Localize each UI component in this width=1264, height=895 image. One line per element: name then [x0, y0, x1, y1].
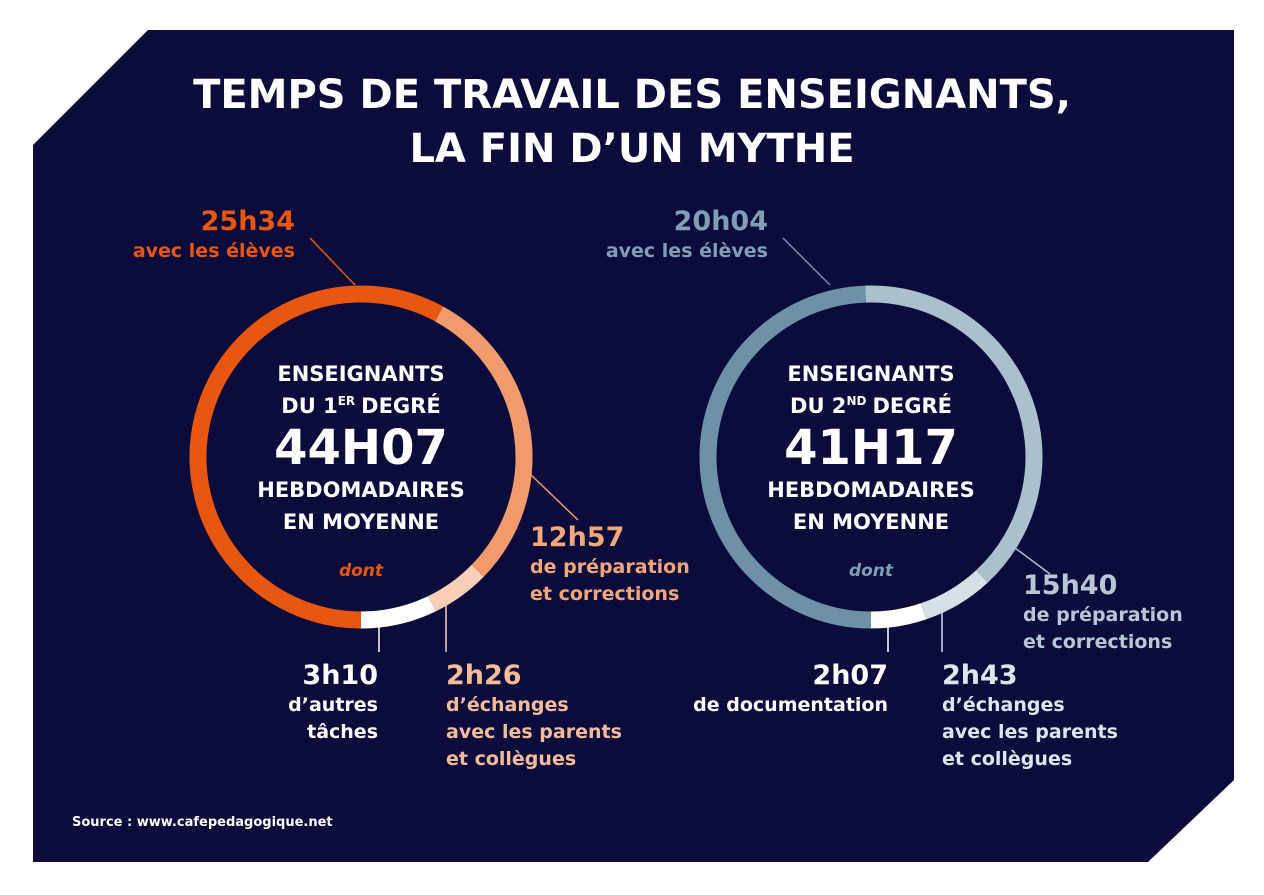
- center-total: 44H07: [274, 420, 448, 476]
- category-label: de documentation: [693, 694, 888, 716]
- category-label: d’échanges avec les parents et collègues: [942, 694, 1118, 770]
- donut-segment: [699, 285, 872, 629]
- level-after: DEGRÉ: [872, 394, 952, 418]
- donut-segment: [428, 564, 484, 612]
- segment-label: 25h34 avec les élèves: [133, 206, 295, 265]
- donut-segment: [189, 285, 444, 629]
- center-caption: EN MOYENNE: [282, 510, 440, 534]
- segment-label: 15h40 de préparation et corrections: [1023, 570, 1183, 656]
- leader-lines: [309, 237, 1051, 652]
- level-text: DU 1: [281, 394, 338, 418]
- category-label: de préparation et corrections: [1023, 604, 1183, 653]
- category-label: avec les élèves: [132, 240, 295, 262]
- segment-label: 20h04 avec les élèves: [606, 206, 768, 265]
- donut-segment: [870, 603, 927, 629]
- leader-line: [782, 237, 831, 286]
- category-label: avec les élèves: [605, 240, 768, 262]
- value-label: 3h10: [302, 660, 378, 691]
- donut-segment: [435, 306, 533, 577]
- center-caption: HEBDOMADAIRES: [257, 478, 465, 502]
- value-label: 15h40: [1023, 570, 1118, 601]
- value-label: 2h26: [446, 660, 522, 691]
- background: [33, 30, 1234, 862]
- category-label: d’autres tâches: [288, 694, 378, 743]
- center-caption: HEBDOMADAIRES: [767, 478, 975, 502]
- segment-label: 2h43 d’échanges avec les parents et collè…: [942, 660, 1118, 773]
- level-sup: ND: [846, 394, 867, 408]
- value-label: 20h04: [673, 206, 768, 237]
- value-label: 25h34: [200, 206, 295, 237]
- center-caption: EN MOYENNE: [792, 510, 950, 534]
- level-text: DU 2: [790, 394, 847, 418]
- level-sup: ER: [337, 394, 356, 408]
- level-after: DEGRÉ: [361, 394, 441, 418]
- leader-line: [527, 471, 579, 521]
- value-label: 2h43: [942, 660, 1018, 691]
- value-label: 2h07: [812, 660, 888, 691]
- center-level: DU 1ER DEGRÉ: [211, 394, 511, 418]
- segment-label: 12h57 de préparation et corrections: [530, 522, 690, 608]
- donut-segment: [360, 595, 436, 629]
- title-line: LA FIN D’UN MYTHE: [409, 126, 855, 172]
- segment-label: 2h07 de documentation: [693, 660, 888, 719]
- donut-segment: [865, 285, 1043, 583]
- value-label: 12h57: [530, 522, 625, 553]
- segment-label: 2h26 d’échanges avec les parents et collè…: [446, 660, 622, 773]
- center-level: DU 2ND DEGRÉ: [721, 394, 1021, 418]
- center-dont: dont: [848, 561, 894, 581]
- category-label: de préparation et corrections: [530, 556, 690, 605]
- center-total: 41H17: [784, 420, 958, 476]
- center-dont: dont: [338, 561, 384, 581]
- category-label: d’échanges avec les parents et collègues: [446, 694, 622, 770]
- center-line: ENSEIGNANTS: [277, 362, 445, 386]
- leader-line: [309, 237, 356, 286]
- source: Source : www.cafepedagogique.net: [72, 815, 333, 830]
- title-line: TEMPS DE TRAVAIL DES ENSEIGNANTS,: [193, 72, 1071, 118]
- segment-label: 3h10 d’autres tâches: [288, 660, 378, 746]
- center-line: ENSEIGNANTS: [787, 362, 955, 386]
- donut-segment: [920, 570, 988, 620]
- leader-line: [1014, 547, 1051, 575]
